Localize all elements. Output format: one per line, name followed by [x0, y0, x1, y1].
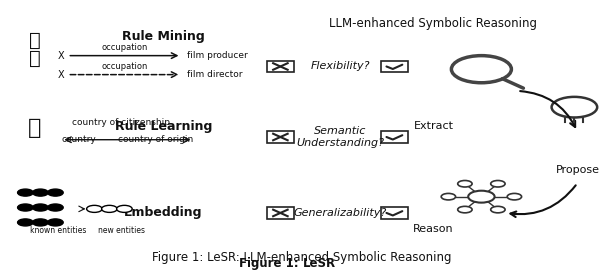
Circle shape — [48, 189, 63, 196]
Text: film director: film director — [187, 70, 243, 79]
Circle shape — [18, 219, 33, 226]
Text: X: X — [58, 70, 65, 80]
Text: Rule Learning: Rule Learning — [115, 120, 212, 133]
Text: 📋: 📋 — [28, 118, 41, 138]
FancyBboxPatch shape — [381, 131, 408, 143]
Text: occupation: occupation — [101, 62, 148, 70]
Text: Figure 1: LeSR: LLM-enhanced Symbolic Reasoning: Figure 1: LeSR: LLM-enhanced Symbolic Re… — [152, 252, 451, 264]
Text: LeSR: LeSR — [303, 256, 336, 270]
Circle shape — [33, 204, 48, 211]
Circle shape — [18, 204, 33, 211]
Circle shape — [491, 206, 505, 213]
FancyBboxPatch shape — [267, 61, 293, 72]
Circle shape — [33, 219, 48, 226]
Text: known entities: known entities — [30, 226, 87, 235]
Circle shape — [48, 219, 63, 226]
Circle shape — [458, 206, 472, 213]
Circle shape — [18, 189, 33, 196]
Circle shape — [102, 205, 117, 212]
Text: Rule Mining: Rule Mining — [122, 30, 205, 43]
Circle shape — [48, 204, 63, 211]
Circle shape — [116, 205, 132, 212]
Text: ⛏: ⛏ — [28, 31, 40, 50]
Text: Semantic
Understanding?: Semantic Understanding? — [296, 126, 384, 148]
Text: Reason: Reason — [413, 224, 454, 234]
Circle shape — [458, 181, 472, 187]
FancyBboxPatch shape — [267, 131, 293, 143]
Text: country: country — [61, 135, 96, 144]
Text: 🗄: 🗄 — [28, 49, 40, 68]
FancyBboxPatch shape — [381, 61, 408, 72]
Text: LLM-enhanced Symbolic Reasoning: LLM-enhanced Symbolic Reasoning — [330, 17, 538, 30]
Circle shape — [441, 193, 456, 200]
Text: Propose: Propose — [555, 165, 599, 175]
Circle shape — [451, 56, 511, 83]
Circle shape — [491, 181, 505, 187]
Circle shape — [551, 97, 597, 118]
Text: Flexibility?: Flexibility? — [311, 61, 370, 72]
Text: country of origin: country of origin — [118, 135, 193, 144]
Text: film producer: film producer — [187, 51, 248, 60]
Text: Extract: Extract — [413, 121, 453, 131]
Text: country of citizenship: country of citizenship — [72, 118, 170, 127]
Text: Generalizability?: Generalizability? — [294, 208, 387, 218]
FancyBboxPatch shape — [267, 207, 293, 219]
Text: Figure 1:: Figure 1: — [239, 256, 303, 270]
Text: new entities: new entities — [98, 226, 145, 235]
FancyBboxPatch shape — [381, 207, 408, 219]
Circle shape — [468, 191, 494, 203]
Text: X: X — [58, 51, 65, 61]
Circle shape — [33, 189, 48, 196]
Circle shape — [507, 193, 522, 200]
Circle shape — [87, 205, 102, 212]
Text: occupation: occupation — [101, 42, 148, 52]
Text: Embedding: Embedding — [124, 206, 202, 219]
